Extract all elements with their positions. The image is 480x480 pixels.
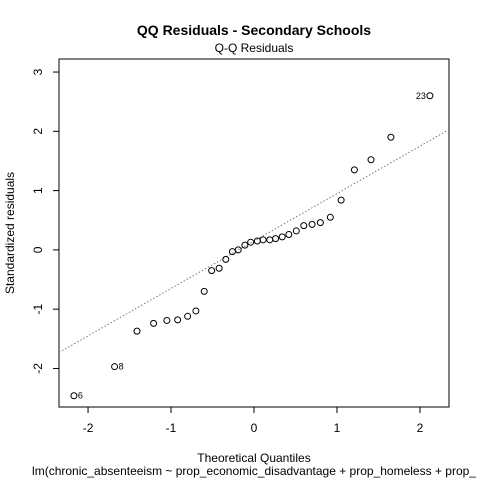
data-point xyxy=(426,92,434,100)
data-point xyxy=(111,363,119,371)
data-point xyxy=(174,316,182,324)
data-point xyxy=(259,236,267,244)
data-point xyxy=(266,236,274,244)
points-layer: 6 8 23 xyxy=(70,91,434,401)
data-point xyxy=(326,213,334,221)
y-tick-label: 0 xyxy=(31,246,45,253)
y-tick-label: -2 xyxy=(31,363,45,374)
point-label: 6 xyxy=(78,391,83,401)
data-point xyxy=(222,255,230,263)
data-point xyxy=(350,166,358,174)
data-point xyxy=(308,220,316,228)
x-tick-label: 0 xyxy=(251,421,258,435)
chart-subtitle: Q-Q Residuals xyxy=(215,41,294,55)
chart-title: QQ Residuals - Secondary Schools xyxy=(137,22,371,38)
y-axis: -2 -1 0 1 2 3 xyxy=(31,68,59,374)
data-point xyxy=(247,238,255,246)
y-tick-label: -1 xyxy=(31,304,45,315)
y-axis-label: Standardized residuals xyxy=(3,172,17,294)
data-point xyxy=(300,222,308,230)
x-axis: -2 -1 0 1 2 xyxy=(83,407,424,435)
data-point xyxy=(70,392,78,400)
y-tick-label: 3 xyxy=(31,68,45,75)
data-point xyxy=(150,319,158,327)
data-point xyxy=(192,307,200,315)
data-point xyxy=(285,230,293,238)
y-tick-label: 1 xyxy=(31,187,45,194)
plot-frame xyxy=(58,58,450,408)
data-point xyxy=(337,196,345,204)
x-tick-label: -2 xyxy=(83,421,94,435)
data-point xyxy=(278,233,286,241)
data-point xyxy=(215,264,223,272)
y-tick-label: 2 xyxy=(31,128,45,135)
data-point xyxy=(208,267,216,275)
data-point xyxy=(133,327,141,335)
data-point xyxy=(387,133,395,141)
point-label: 23 xyxy=(416,91,426,101)
data-point xyxy=(272,235,280,243)
x-tick-label: 1 xyxy=(334,421,341,435)
model-caption: lm(chronic_absenteeism ~ prop_economic_d… xyxy=(32,464,476,478)
data-point xyxy=(200,287,208,295)
data-point xyxy=(184,312,192,320)
data-point xyxy=(292,227,300,235)
data-point xyxy=(367,156,375,164)
x-axis-label: Theoretical Quantiles xyxy=(197,451,310,465)
point-label: 8 xyxy=(119,362,124,372)
data-point xyxy=(316,219,324,227)
data-point xyxy=(234,246,242,254)
x-tick-label: 2 xyxy=(417,421,424,435)
x-tick-label: -1 xyxy=(166,421,177,435)
data-point xyxy=(163,316,171,324)
data-point xyxy=(241,241,249,249)
